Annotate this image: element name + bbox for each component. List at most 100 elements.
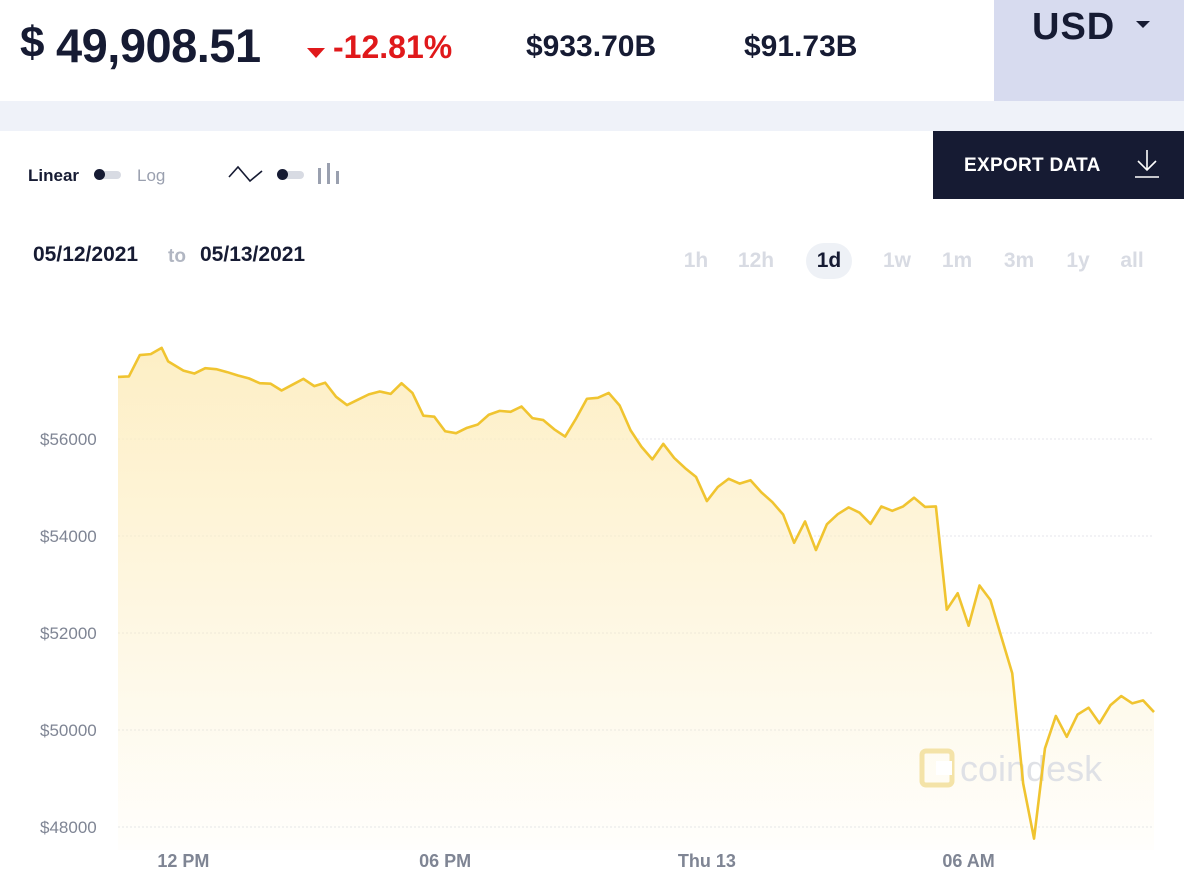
chart-type-toggle[interactable] bbox=[277, 169, 304, 180]
caret-down-icon bbox=[1136, 21, 1150, 28]
price-point bbox=[749, 479, 751, 481]
price-point bbox=[913, 496, 915, 498]
price-point bbox=[542, 419, 544, 421]
range-tab-1y[interactable]: 1y bbox=[1066, 249, 1090, 272]
price-point bbox=[935, 505, 937, 507]
down-arrow-icon bbox=[307, 48, 325, 58]
price-point bbox=[357, 399, 359, 401]
price-point bbox=[1055, 715, 1057, 717]
line-chart-icon[interactable] bbox=[228, 163, 264, 185]
price-point bbox=[433, 415, 435, 417]
price-point bbox=[608, 392, 610, 394]
price-point bbox=[488, 414, 490, 416]
price-point bbox=[586, 398, 588, 400]
price-point bbox=[509, 411, 511, 413]
date-range-separator: to bbox=[168, 246, 186, 267]
range-tab-all[interactable]: all bbox=[1120, 249, 1144, 272]
scale-toggle-knob bbox=[94, 169, 105, 180]
price-point bbox=[760, 491, 762, 493]
price-point bbox=[280, 389, 282, 391]
price-point bbox=[891, 510, 893, 512]
price-point bbox=[346, 404, 348, 406]
price-point bbox=[629, 429, 631, 431]
x-tick-label: Thu 13 bbox=[678, 851, 736, 871]
bar-chart-icon[interactable] bbox=[317, 161, 341, 187]
price-point bbox=[455, 432, 457, 434]
price-point bbox=[738, 482, 740, 484]
price-point bbox=[978, 584, 980, 586]
price-point bbox=[771, 501, 773, 503]
price-point bbox=[498, 410, 500, 412]
price-point bbox=[858, 512, 860, 514]
price-point bbox=[1087, 706, 1089, 708]
price-point bbox=[226, 371, 228, 373]
export-data-label: EXPORT DATA bbox=[964, 155, 1101, 176]
price-area-fill bbox=[118, 347, 1154, 850]
price-point bbox=[411, 392, 413, 394]
price-point bbox=[400, 382, 402, 384]
price-point bbox=[1022, 782, 1024, 784]
export-data-button[interactable]: EXPORT DATA bbox=[933, 131, 1184, 199]
price-point bbox=[160, 347, 162, 349]
price-point bbox=[1131, 702, 1133, 704]
price-point bbox=[1109, 704, 1111, 706]
price-point bbox=[291, 383, 293, 385]
price-point bbox=[128, 375, 130, 377]
y-tick-label: $56000 bbox=[40, 430, 97, 449]
date-range-end[interactable]: 05/13/2021 bbox=[200, 243, 306, 266]
download-icon bbox=[1135, 150, 1159, 178]
price-header: $ 49,908.51 -12.81% $933.70B $91.73B USD bbox=[0, 0, 1184, 101]
price-point bbox=[651, 458, 653, 460]
range-tab-1d[interactable]: 1d bbox=[806, 243, 852, 279]
price-point bbox=[139, 354, 141, 356]
range-tab-1h[interactable]: 1h bbox=[683, 249, 709, 272]
price-point bbox=[575, 417, 577, 419]
price-point bbox=[989, 599, 991, 601]
price-point bbox=[1120, 695, 1122, 697]
price-point bbox=[782, 513, 784, 515]
price-point bbox=[924, 506, 926, 508]
scale-log-label[interactable]: Log bbox=[137, 166, 166, 185]
range-tab-1m[interactable]: 1m bbox=[941, 249, 973, 272]
price-point bbox=[477, 423, 479, 425]
price-point bbox=[215, 368, 217, 370]
price-point bbox=[706, 500, 708, 502]
price-point bbox=[117, 376, 119, 378]
price-point bbox=[182, 369, 184, 371]
header-divider bbox=[0, 101, 1184, 131]
coindesk-watermark: coindesk bbox=[919, 748, 1103, 789]
price-point bbox=[793, 542, 795, 544]
y-tick-label: $52000 bbox=[40, 624, 97, 643]
market-cap-value: $933.70B bbox=[526, 30, 657, 63]
range-tab-12h[interactable]: 12h bbox=[737, 249, 775, 272]
scale-linear-label[interactable]: Linear bbox=[28, 166, 80, 185]
price-point bbox=[368, 393, 370, 395]
price-point bbox=[727, 478, 729, 480]
date-range-start[interactable]: 05/12/2021 bbox=[33, 243, 139, 266]
volume-value: $91.73B bbox=[744, 30, 858, 63]
price-point bbox=[684, 467, 686, 469]
price-point bbox=[379, 390, 381, 392]
price-point bbox=[618, 404, 620, 406]
price-point bbox=[324, 382, 326, 384]
currency-dropdown[interactable]: USD bbox=[994, 0, 1184, 101]
price-point bbox=[553, 428, 555, 430]
price-point bbox=[695, 476, 697, 478]
price-point bbox=[837, 513, 839, 515]
price-point bbox=[520, 405, 522, 407]
price-point bbox=[1066, 736, 1068, 738]
range-tab-1w[interactable]: 1w bbox=[882, 249, 911, 272]
price-point bbox=[248, 377, 250, 379]
price-point bbox=[1011, 672, 1013, 674]
price-point bbox=[466, 427, 468, 429]
price-point bbox=[880, 505, 882, 507]
price-point bbox=[1142, 699, 1144, 701]
y-tick-label: $54000 bbox=[40, 527, 97, 546]
price-point bbox=[259, 382, 261, 384]
range-tab-3m[interactable]: 3m bbox=[1003, 249, 1035, 272]
price-point bbox=[150, 353, 152, 355]
scale-toggle[interactable] bbox=[94, 169, 121, 180]
price-point bbox=[302, 378, 304, 380]
y-tick-label: $48000 bbox=[40, 818, 97, 837]
